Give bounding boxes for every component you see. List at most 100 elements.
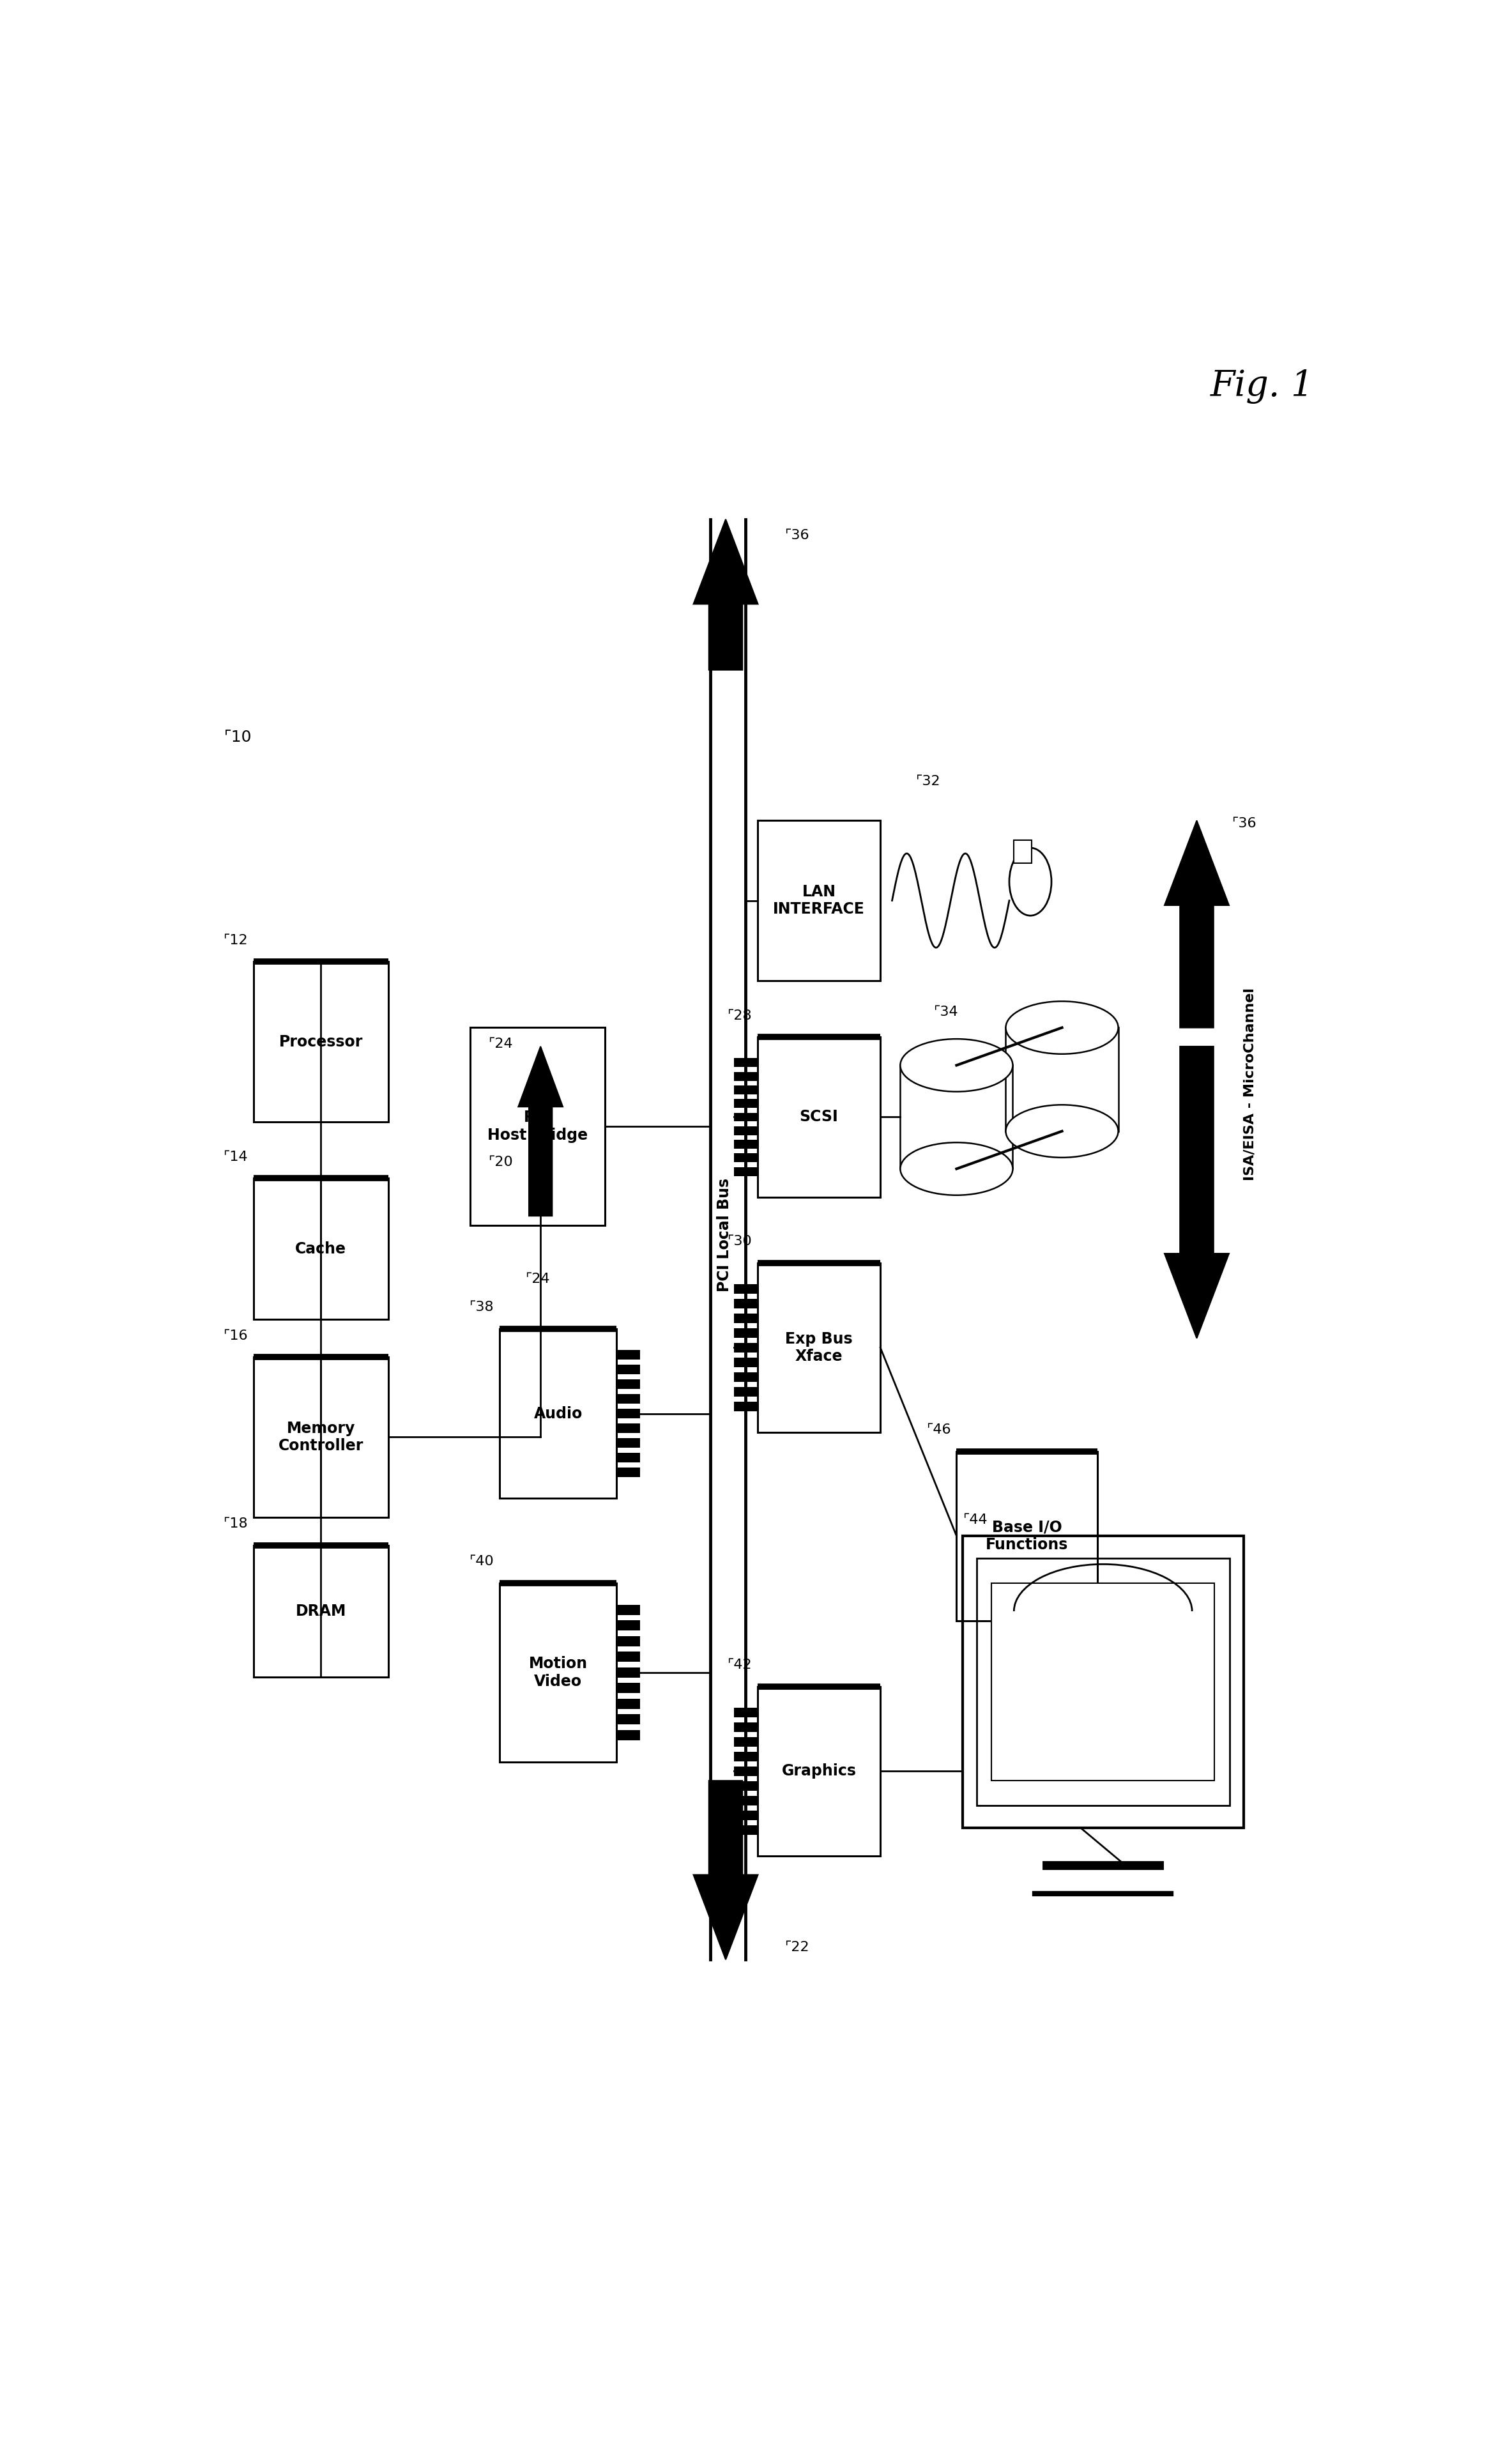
Bar	[499, 1582, 617, 1763]
Bar	[254, 1545, 389, 1677]
Polygon shape	[1164, 822, 1229, 1027]
Text: ⌜28: ⌜28	[727, 1010, 751, 1022]
Bar	[733, 1071, 758, 1081]
Bar	[992, 1582, 1214, 1780]
Bar	[733, 1298, 758, 1308]
Text: Cache: Cache	[295, 1242, 346, 1257]
Bar	[617, 1653, 640, 1663]
Bar	[617, 1408, 640, 1418]
Text: ⌜22: ⌜22	[785, 1941, 809, 1954]
Text: ⌜18: ⌜18	[222, 1518, 248, 1531]
Bar	[733, 1372, 758, 1381]
Bar	[733, 1401, 758, 1411]
Bar	[254, 961, 389, 1122]
Bar	[470, 1027, 605, 1225]
Ellipse shape	[900, 1142, 1013, 1196]
Bar	[733, 1753, 758, 1760]
Text: Graphics: Graphics	[782, 1763, 856, 1780]
Bar	[733, 1100, 758, 1108]
Polygon shape	[694, 1780, 758, 1958]
Bar	[617, 1467, 640, 1477]
Bar	[733, 1795, 758, 1804]
Text: Motion
Video: Motion Video	[529, 1655, 588, 1689]
Bar	[733, 1738, 758, 1746]
Bar	[733, 1357, 758, 1367]
Bar	[617, 1423, 640, 1433]
Bar	[733, 1154, 758, 1161]
Text: ISA/EISA - MicroChannel: ISA/EISA - MicroChannel	[1243, 988, 1256, 1181]
Bar	[617, 1636, 640, 1645]
Bar	[977, 1557, 1229, 1804]
Bar	[733, 1166, 758, 1176]
Text: DRAM: DRAM	[295, 1604, 346, 1619]
Text: ⌜12: ⌜12	[222, 934, 248, 946]
Text: ⌜38: ⌜38	[469, 1301, 494, 1313]
Text: ⌜36: ⌜36	[785, 528, 809, 543]
Bar	[617, 1364, 640, 1374]
Bar	[254, 1357, 389, 1516]
Bar	[758, 1037, 880, 1198]
Bar	[733, 1284, 758, 1293]
Circle shape	[1010, 848, 1051, 914]
Bar	[254, 1178, 389, 1320]
Text: ⌜24: ⌜24	[525, 1271, 550, 1286]
Bar	[733, 1824, 758, 1834]
Text: ⌜32: ⌜32	[916, 775, 940, 787]
Text: ⌜34: ⌜34	[933, 1005, 957, 1017]
Polygon shape	[694, 518, 758, 670]
Text: ⌜16: ⌜16	[222, 1330, 248, 1342]
Bar	[733, 1780, 758, 1790]
Bar	[617, 1604, 640, 1614]
Text: PCI
Host Bridge: PCI Host Bridge	[487, 1110, 588, 1142]
Bar	[1015, 841, 1031, 863]
Text: ⌜36: ⌜36	[1232, 817, 1256, 829]
Bar	[733, 1059, 758, 1066]
Bar	[617, 1682, 640, 1694]
Polygon shape	[519, 1046, 562, 1215]
Bar	[617, 1438, 640, 1447]
Bar	[617, 1379, 640, 1389]
Bar	[733, 1127, 758, 1134]
Bar	[733, 1386, 758, 1396]
Bar	[617, 1350, 640, 1359]
Text: Base I/O
Functions: Base I/O Functions	[986, 1518, 1067, 1553]
Bar	[617, 1452, 640, 1462]
Bar	[617, 1667, 640, 1677]
Bar	[733, 1313, 758, 1323]
Polygon shape	[1164, 1046, 1229, 1337]
Bar	[733, 1809, 758, 1819]
Text: ⌜44: ⌜44	[963, 1513, 987, 1526]
Text: ⌜10: ⌜10	[224, 731, 253, 746]
Text: ⌜14: ⌜14	[222, 1152, 248, 1164]
Text: SCSI: SCSI	[800, 1110, 838, 1125]
Text: Exp Bus
Xface: Exp Bus Xface	[785, 1330, 853, 1364]
Text: ⌜46: ⌜46	[925, 1423, 951, 1435]
Bar	[957, 1452, 1098, 1621]
Text: LAN
INTERFACE: LAN INTERFACE	[773, 885, 865, 917]
Text: ⌜20: ⌜20	[488, 1156, 513, 1169]
Text: Audio: Audio	[534, 1406, 582, 1421]
Bar	[733, 1768, 758, 1775]
Text: ⌜30: ⌜30	[727, 1235, 751, 1247]
Bar	[733, 1112, 758, 1122]
Text: ⌜42: ⌜42	[727, 1658, 751, 1672]
Bar	[499, 1330, 617, 1499]
Bar	[733, 1139, 758, 1149]
Ellipse shape	[1005, 1002, 1119, 1054]
Text: Fig. 1: Fig. 1	[1210, 369, 1314, 403]
Bar	[758, 1687, 880, 1856]
Text: Processor: Processor	[278, 1034, 363, 1049]
Bar	[733, 1086, 758, 1095]
Bar	[758, 822, 880, 980]
Ellipse shape	[900, 1039, 1013, 1090]
Text: Memory
Controller: Memory Controller	[278, 1421, 363, 1455]
Bar	[617, 1394, 640, 1403]
Bar	[733, 1724, 758, 1731]
Text: ⌜40: ⌜40	[469, 1555, 494, 1567]
Ellipse shape	[1005, 1105, 1119, 1156]
Bar	[733, 1709, 758, 1716]
Bar	[617, 1731, 640, 1741]
Text: ⌜24: ⌜24	[488, 1037, 513, 1051]
Bar	[617, 1714, 640, 1724]
Text: PCI Local Bus: PCI Local Bus	[717, 1178, 732, 1291]
